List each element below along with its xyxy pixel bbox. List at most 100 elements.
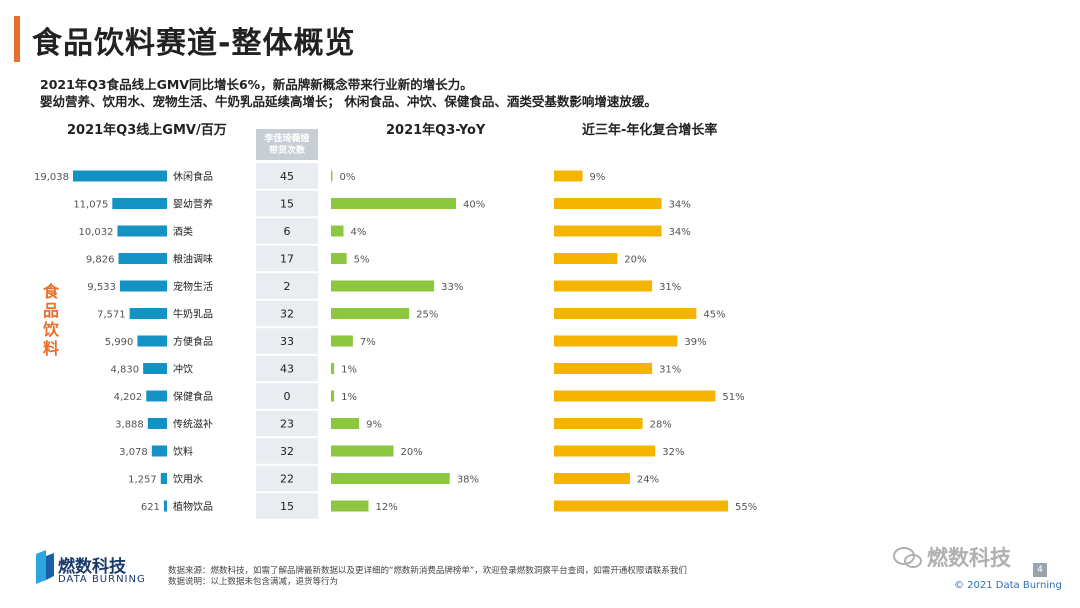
live-count-value: 43 [280, 363, 294, 376]
data-source: 数据来源：燃数科技，如需了解品牌最新数据以及更详细的“燃数新消费品牌榜单”，欢迎… [168, 566, 687, 576]
live-count-cell [256, 190, 318, 217]
cagr-bar [554, 500, 728, 512]
cagr-value-label: 20% [624, 255, 646, 266]
yoy-value-label: 40% [463, 200, 485, 211]
gmv-value-label: 3,078 [119, 447, 148, 458]
live-count-cell [256, 355, 318, 382]
side-label-char: 饮 [42, 320, 59, 339]
cagr-value-label: 31% [659, 365, 681, 376]
yoy-bar [331, 225, 344, 237]
live-count-header-line1: 李佳琦薇娅 [263, 132, 309, 144]
live-count-cell [256, 300, 318, 327]
gmv-bar [137, 335, 167, 347]
live-count-value: 32 [280, 445, 294, 458]
category-label: 传统滋补 [173, 418, 213, 431]
yoy-bar [331, 473, 450, 484]
yoy-value-label: 12% [376, 502, 398, 513]
cagr-bar [554, 170, 583, 182]
side-label-char: 料 [42, 339, 59, 358]
live-count-cell [256, 410, 318, 437]
category-side-label: 食 品 饮 料 [40, 282, 62, 358]
category-label: 饮料 [173, 445, 193, 458]
live-count-value: 17 [280, 253, 294, 266]
cagr-value-label: 9% [589, 172, 605, 183]
live-count-cell [256, 493, 318, 519]
cagr-bar [554, 363, 653, 374]
gmv-bar [119, 280, 167, 292]
yoy-value-label: 4% [351, 227, 367, 238]
logo-icon [36, 550, 54, 584]
category-label: 婴幼营养 [173, 198, 213, 211]
yoy-column-header: 2021年Q3-YoY [386, 123, 486, 138]
side-label-char: 品 [42, 301, 59, 320]
yoy-value-label: 1% [341, 392, 357, 403]
summary-line-1: 2021年Q3食品线上GMV同比增长6%，新品牌新概念带来行业新的增长力。 [40, 77, 473, 92]
live-count-value: 22 [280, 473, 294, 486]
live-count-header-line2: 带货次数 [269, 144, 306, 156]
cagr-bar [554, 390, 716, 402]
live-count-value: 6 [284, 225, 291, 238]
category-label: 酒类 [173, 225, 193, 238]
yoy-value-label: 25% [416, 310, 438, 321]
yoy-bar [331, 198, 456, 209]
yoy-value-label: 20% [401, 447, 423, 458]
summary: 2021年Q3食品线上GMV同比增长6%，新品牌新概念带来行业新的增长力。 婴幼… [40, 76, 657, 110]
cagr-value-label: 31% [659, 282, 681, 293]
gmv-value-label: 7,571 [97, 310, 126, 321]
cagr-bar [554, 280, 653, 292]
gmv-value-label: 3,888 [115, 420, 144, 431]
cagr-value-label: 34% [669, 227, 691, 238]
category-label: 冲饮 [173, 363, 193, 376]
data-note: 数据说明：以上数据未包含满减，退货等行为 [168, 577, 339, 587]
category-label: 保健食品 [173, 390, 213, 403]
live-count-value: 23 [280, 418, 294, 431]
gmv-bar [129, 308, 167, 319]
gmv-value-label: 19,038 [34, 172, 69, 183]
live-count-value: 33 [280, 335, 294, 348]
category-label: 方便食品 [173, 335, 213, 348]
footer-notes: 数据来源：燃数科技，如需了解品牌最新数据以及更详细的“燃数新消费品牌榜单”，欢迎… [168, 566, 687, 588]
yoy-bar [331, 253, 347, 264]
yoy-value-label: 0% [340, 172, 356, 183]
title-accent-bar [14, 16, 20, 62]
live-count-cell [256, 465, 318, 492]
live-count-value: 15 [280, 198, 294, 211]
yoy-bar [331, 500, 369, 512]
gmv-bar [163, 500, 167, 512]
yoy-bar [331, 390, 335, 402]
cagr-bar [554, 335, 678, 347]
summary-line-2: 婴幼营养、饮用水、宠物生活、牛奶乳品延续高增长； 休闲食品、冲饮、保健食品、酒类… [40, 94, 657, 109]
gmv-bar [112, 198, 167, 209]
page-number: 4 [1033, 563, 1047, 577]
gmv-value-label: 5,990 [105, 337, 134, 348]
category-label: 休闲食品 [173, 170, 213, 183]
live-count-value: 2 [284, 280, 291, 293]
cagr-value-label: 24% [637, 475, 659, 486]
logo-subtitle: DATA BURNING [58, 574, 146, 585]
live-count-cell [256, 273, 318, 299]
yoy-bar [331, 445, 394, 457]
live-count-cell [256, 163, 318, 189]
wechat-icon [893, 547, 922, 568]
live-count-header-bg [256, 129, 318, 160]
cagr-value-label: 51% [722, 392, 744, 403]
gmv-bar [151, 445, 167, 457]
yoy-bar [331, 335, 353, 347]
cagr-bar [554, 198, 662, 209]
gmv-value-label: 621 [141, 502, 160, 513]
category-label: 饮用水 [173, 473, 203, 486]
gmv-value-label: 4,830 [111, 365, 140, 376]
live-count-cell [256, 328, 318, 354]
yoy-bar [331, 418, 360, 429]
category-label: 粮油调味 [173, 253, 213, 266]
gmv-value-label: 9,826 [86, 255, 115, 266]
live-count-cell [256, 218, 318, 244]
page-title: 食品饮料赛道-整体概览 [32, 26, 356, 61]
cagr-value-label: 39% [684, 337, 706, 348]
yoy-value-label: 38% [457, 475, 479, 486]
cagr-bar [554, 445, 656, 457]
live-count-value: 32 [280, 308, 294, 321]
cagr-bar [554, 473, 630, 484]
yoy-value-label: 7% [360, 337, 376, 348]
